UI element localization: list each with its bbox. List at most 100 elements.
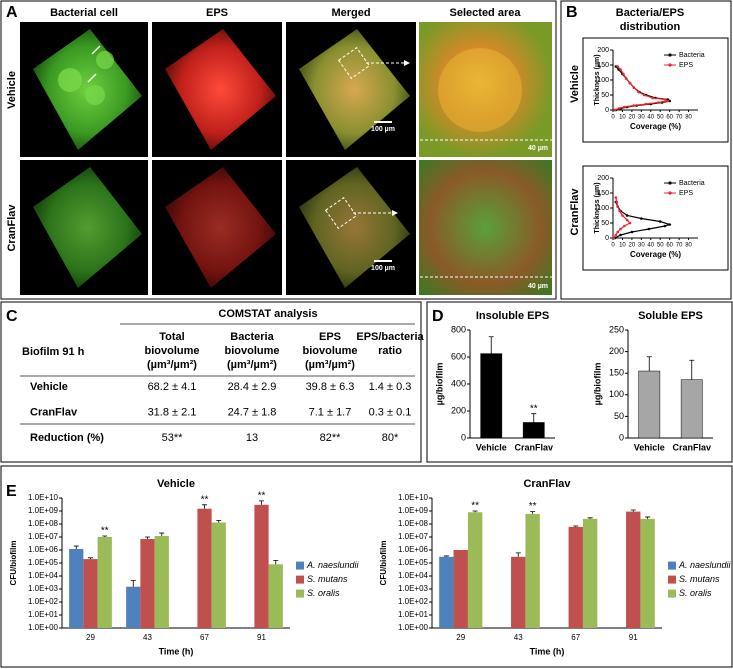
panel-title: Bacteria/EPS bbox=[616, 7, 684, 19]
data-point bbox=[663, 98, 667, 101]
table-header: Bacteria bbox=[230, 331, 274, 343]
bar bbox=[638, 370, 661, 439]
y-tick-label: 1.0E+09 bbox=[28, 506, 59, 515]
y-tick-label: 1.0E+00 bbox=[398, 623, 429, 632]
bar bbox=[268, 564, 283, 628]
y-tick-label: 200 bbox=[597, 47, 609, 54]
data-point bbox=[644, 102, 648, 106]
x-axis-label: Coverage (%) bbox=[630, 122, 681, 131]
chart-title: Soluble EPS bbox=[638, 310, 703, 322]
scale-label: 40 µm bbox=[528, 283, 548, 290]
data-point bbox=[668, 99, 671, 103]
error-bar bbox=[130, 580, 136, 587]
x-tick-label: 91 bbox=[629, 633, 638, 642]
error-bar bbox=[273, 559, 279, 565]
x-tick-label: 10 bbox=[619, 115, 626, 121]
data-point bbox=[628, 81, 632, 85]
bar bbox=[522, 422, 545, 439]
x-tick-label: CranFlav bbox=[672, 442, 711, 452]
data-point bbox=[628, 221, 632, 225]
y-tick-label: 1.0E+02 bbox=[28, 597, 59, 606]
table-cell: 80* bbox=[382, 432, 399, 444]
table-cell: 39.8 ± 6.3 bbox=[306, 381, 355, 393]
x-tick-label: 67 bbox=[571, 633, 580, 642]
y-axis-label: Thickness (µm) bbox=[594, 182, 601, 233]
bar bbox=[154, 535, 169, 628]
x-tick-label: 40 bbox=[647, 243, 654, 249]
y-tick-label: 1.0E+07 bbox=[398, 532, 429, 541]
data-point bbox=[619, 68, 622, 71]
legend-marker bbox=[668, 181, 672, 185]
y-tick-label: 0 bbox=[619, 432, 624, 442]
x-tick-label: 50 bbox=[657, 243, 664, 249]
x-tick-label: 40 bbox=[647, 115, 654, 121]
table-header: (µm³/µm²) bbox=[305, 359, 355, 371]
panel-letter: E bbox=[6, 483, 17, 500]
image bbox=[165, 29, 276, 150]
error-bar bbox=[689, 359, 695, 380]
microscopy-images bbox=[20, 22, 552, 295]
y-tick-label: 1.0E+03 bbox=[398, 584, 429, 593]
table-header: biovolume bbox=[302, 345, 357, 357]
data-point bbox=[637, 90, 640, 94]
chart-title: Insoluble EPS bbox=[476, 310, 549, 322]
y-tick-label: 50 bbox=[601, 92, 609, 99]
y-tick-label: 1.0E+10 bbox=[28, 493, 59, 502]
panel-letter: B bbox=[566, 4, 578, 21]
y-tick-label: 400 bbox=[451, 378, 466, 388]
error-bar bbox=[488, 336, 494, 354]
error-bar bbox=[202, 504, 207, 509]
y-tick-label: 1.0E+06 bbox=[28, 545, 59, 554]
data-point bbox=[616, 205, 620, 208]
table-cell: 1.4 ± 0.3 bbox=[369, 381, 412, 393]
y-tick-label: 1.0E+04 bbox=[398, 571, 429, 580]
data-point bbox=[613, 108, 617, 112]
error-bar bbox=[646, 356, 652, 372]
legend-swatch bbox=[296, 575, 304, 584]
table-cell: Vehicle bbox=[30, 381, 68, 393]
x-axis-label: Coverage (%) bbox=[630, 250, 681, 259]
x-tick-label: 70 bbox=[676, 115, 683, 121]
data-point bbox=[612, 236, 616, 240]
annotation: ** bbox=[529, 501, 537, 512]
data-point bbox=[614, 233, 618, 237]
y-tick-label: 150 bbox=[597, 190, 609, 197]
chart-title: CranFlav bbox=[569, 188, 581, 236]
data-point bbox=[630, 230, 634, 234]
data-point bbox=[619, 233, 622, 237]
table-cell: 7.1 ± 1.7 bbox=[309, 406, 352, 418]
panel-frame bbox=[560, 0, 732, 300]
x-tick-label: 0 bbox=[611, 115, 615, 121]
image bbox=[299, 29, 410, 150]
y-tick-label: 100 bbox=[597, 205, 609, 212]
table-cell: 24.7 ± 1.8 bbox=[228, 406, 277, 418]
bar bbox=[69, 548, 84, 628]
bar bbox=[439, 556, 454, 628]
data-point bbox=[657, 101, 660, 104]
table-header: Biofilm 91 h bbox=[22, 346, 85, 358]
data-point bbox=[624, 77, 628, 80]
x-tick-label: 30 bbox=[638, 243, 645, 249]
column-title: Bacterial cell bbox=[50, 7, 118, 19]
image bbox=[438, 48, 522, 132]
data-point bbox=[614, 65, 618, 68]
y-tick-label: 800 bbox=[451, 324, 466, 334]
y-tick-label: 1.0E+05 bbox=[398, 558, 429, 567]
error-bar bbox=[531, 413, 537, 423]
data-point bbox=[658, 220, 662, 223]
panel-frame bbox=[0, 0, 557, 300]
x-tick-label: 43 bbox=[514, 633, 523, 642]
x-tick-label: 29 bbox=[86, 633, 95, 642]
data-point bbox=[666, 99, 670, 103]
table-header: EPS/bacteria bbox=[356, 331, 424, 343]
legend-label: A. naeslundii bbox=[306, 560, 360, 570]
image bbox=[33, 167, 142, 288]
legend-swatch bbox=[296, 561, 304, 570]
bar bbox=[640, 518, 655, 628]
y-tick-label: 1.0E+07 bbox=[28, 532, 59, 541]
image bbox=[299, 167, 410, 288]
bar bbox=[197, 508, 212, 628]
y-axis-label: Thickness (µm) bbox=[594, 54, 601, 105]
bar bbox=[626, 511, 641, 628]
